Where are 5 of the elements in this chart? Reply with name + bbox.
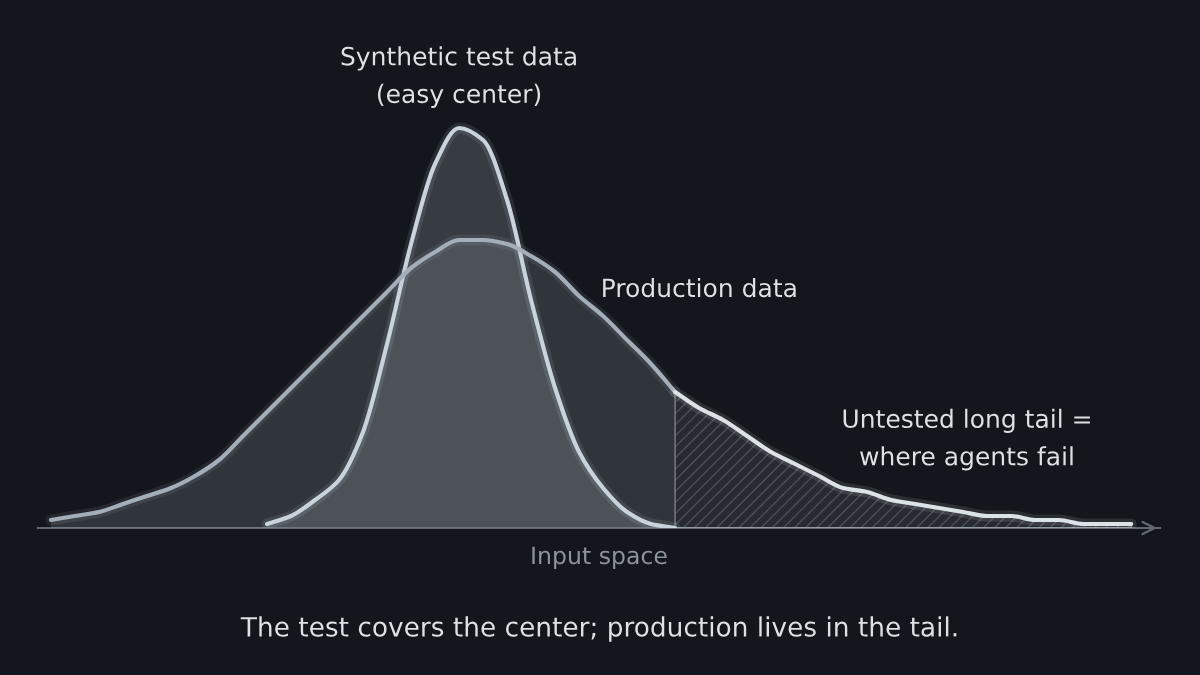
series-label: Untested long tail = where agents fail <box>843 408 1090 471</box>
series-label: Production data <box>603 277 796 298</box>
x-axis-title: Input space <box>532 546 667 569</box>
text: The test covers the center; production lives in the tail. <box>240 616 957 642</box>
text: Synthetic test data (easy center) <box>341 46 576 108</box>
